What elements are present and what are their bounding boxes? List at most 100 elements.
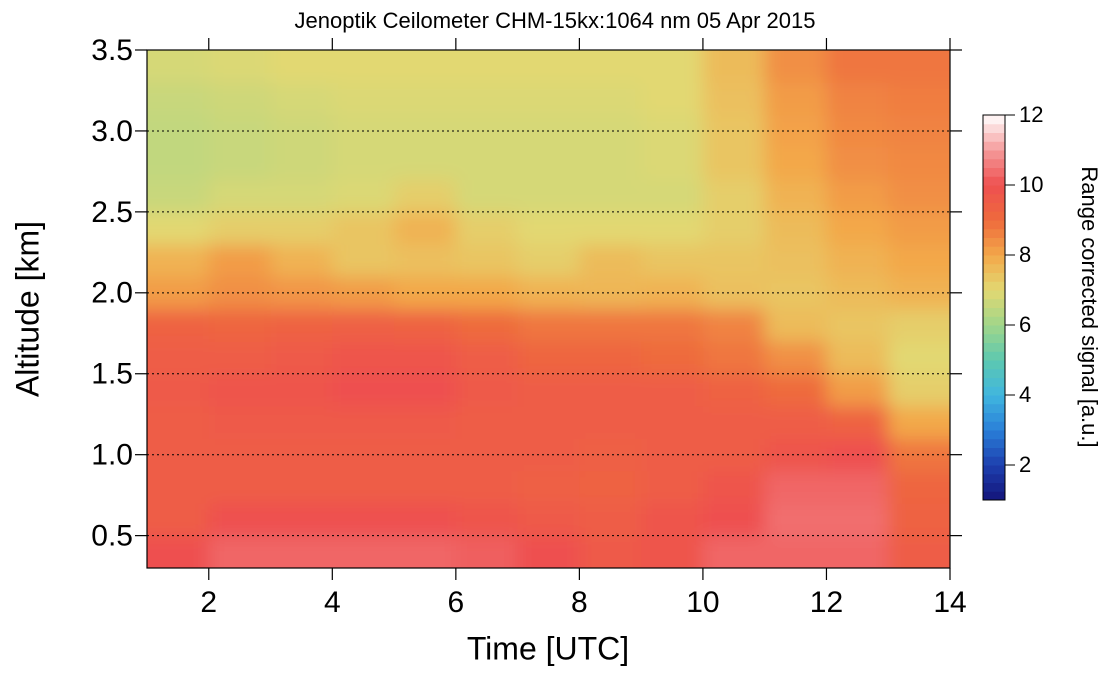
colorbar-frame: [982, 114, 1006, 501]
heatmap-cell: [270, 309, 333, 342]
colorbar-step: [983, 176, 1005, 186]
colorbar-step: [983, 465, 1005, 475]
x-tick-label: 8: [571, 586, 588, 619]
heatmap-cell: [394, 179, 457, 213]
heatmap-cell: [394, 276, 457, 310]
colorbar-step: [983, 185, 1005, 195]
heatmap-cell: [455, 503, 519, 537]
heatmap-cell: [579, 503, 642, 537]
heatmap-cell: [888, 373, 950, 407]
heatmap-cell: [641, 211, 704, 245]
colorbar-step: [983, 298, 1005, 308]
heatmap-cell: [270, 470, 333, 504]
heatmap-cell: [517, 309, 580, 342]
heatmap-cell: [208, 535, 272, 568]
heatmap-cell: [208, 503, 272, 537]
heatmap-cell: [208, 406, 272, 439]
heatmap-cell: [702, 50, 766, 83]
heatmap-cell: [517, 406, 580, 439]
heatmap-cell: [517, 373, 580, 407]
heatmap: [147, 50, 950, 568]
heatmap-cell: [702, 179, 766, 213]
heatmap-cell: [332, 406, 395, 439]
heatmap-cell: [764, 50, 827, 83]
heatmap-cell: [147, 470, 210, 504]
x-tick-label: 2: [200, 586, 217, 619]
heatmap-cell: [579, 438, 642, 472]
colorbar-tick-label: 2: [1019, 452, 1031, 477]
colorbar-step: [983, 360, 1005, 370]
heatmap-cell: [455, 341, 519, 375]
colorbar-step: [983, 246, 1005, 256]
heatmap-cell: [208, 470, 272, 504]
heatmap-cell: [332, 503, 395, 537]
heatmap-cell: [826, 309, 889, 342]
heatmap-cell: [147, 211, 210, 245]
heatmap-cell: [702, 470, 766, 504]
heatmap-cell: [394, 114, 457, 148]
heatmap-cell: [579, 373, 642, 407]
heatmap-cell: [888, 470, 950, 504]
y-tick-label: 0.5: [91, 520, 133, 553]
heatmap-cell: [764, 470, 827, 504]
heatmap-cell: [332, 470, 395, 504]
heatmap-cell: [764, 503, 827, 537]
heatmap-cell: [579, 244, 642, 278]
heatmap-cell: [641, 179, 704, 213]
heatmap-cell: [826, 535, 889, 568]
heatmap-cell: [270, 341, 333, 375]
colorbar-step: [983, 351, 1005, 361]
heatmap-cell: [641, 373, 704, 407]
heatmap-cell: [579, 82, 642, 116]
heatmap-cell: [641, 406, 704, 439]
colorbar-step: [983, 430, 1005, 440]
heatmap-cell: [270, 82, 333, 116]
colorbar-step: [983, 281, 1005, 291]
heatmap-cell: [579, 114, 642, 148]
heatmap-cell: [517, 503, 580, 537]
heatmap-cell: [270, 50, 333, 83]
heatmap-cell: [147, 82, 210, 116]
colorbar-step: [983, 158, 1005, 168]
heatmap-cell: [517, 470, 580, 504]
heatmap-cell: [332, 82, 395, 116]
heatmap-cell: [394, 147, 457, 180]
colorbar-step: [983, 255, 1005, 265]
heatmap-cell: [826, 50, 889, 83]
heatmap-cell: [702, 147, 766, 180]
heatmap-cell: [764, 373, 827, 407]
heatmap-cell: [517, 147, 580, 180]
heatmap-cell: [888, 50, 950, 83]
heatmap-cell: [394, 341, 457, 375]
heatmap-cell: [270, 211, 333, 245]
colorbar-tick-label: 10: [1019, 172, 1043, 197]
heatmap-cell: [394, 309, 457, 342]
colorbar-step: [983, 403, 1005, 413]
heatmap-cell: [147, 179, 210, 213]
heatmap-cell: [702, 309, 766, 342]
heatmap-cell: [641, 244, 704, 278]
colorbar-tick-label: 6: [1019, 312, 1031, 337]
heatmap-cell: [208, 244, 272, 278]
colorbar-step: [983, 368, 1005, 378]
colorbar-step: [983, 395, 1005, 405]
heatmap-cell: [147, 406, 210, 439]
y-tick-label: 3.0: [91, 115, 133, 148]
heatmap-cell: [394, 373, 457, 407]
colorbar-step: [983, 193, 1005, 203]
heatmap-cell: [270, 503, 333, 537]
heatmap-cell: [394, 438, 457, 472]
heatmap-cell: [208, 114, 272, 148]
heatmap-cell: [888, 211, 950, 245]
heatmap-cell: [888, 535, 950, 568]
heatmap-cell: [455, 309, 519, 342]
heatmap-cell: [702, 406, 766, 439]
x-tick-label: 4: [324, 586, 341, 619]
colorbar-tick-label: 8: [1019, 242, 1031, 267]
heatmap-cell: [517, 211, 580, 245]
heatmap-cell: [641, 535, 704, 568]
heatmap-cell: [394, 406, 457, 439]
heatmap-cell: [270, 406, 333, 439]
heatmap-cell: [826, 373, 889, 407]
